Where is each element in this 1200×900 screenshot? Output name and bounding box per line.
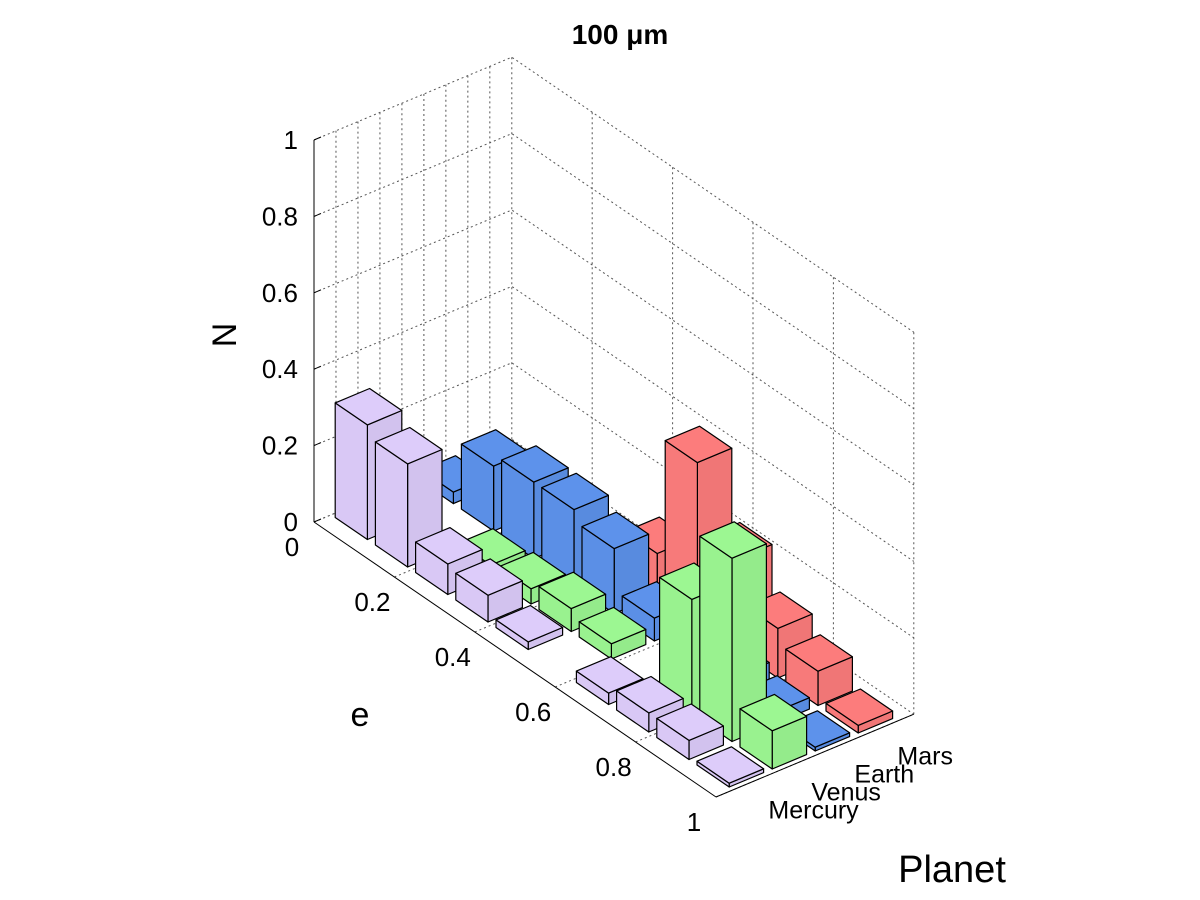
z-tick-label: 0 [284, 507, 298, 537]
e-tick-label: 0.8 [596, 752, 632, 782]
bar-mars-8 [785, 634, 854, 707]
z-tick [313, 365, 322, 370]
bar-mercury-8 [656, 703, 725, 761]
z-tick-label: 0.2 [262, 431, 298, 461]
planet-tick-label: Mars [897, 743, 953, 771]
z-tick [313, 136, 322, 141]
z-tick-label: 0.4 [262, 354, 298, 384]
planet-tick-label: Venus [811, 779, 881, 807]
bar-venus-8 [699, 521, 768, 743]
z-tick [313, 289, 322, 294]
e-axis-label: e [351, 696, 370, 734]
z-tick [313, 442, 322, 447]
z-tick-label: 0.6 [262, 278, 298, 308]
planet-tick-label: Mercury [768, 797, 859, 825]
bar-venus-9 [739, 693, 808, 770]
e-tick-label: 0.4 [435, 642, 471, 672]
planet-axis-line [715, 713, 914, 798]
z-gridline [313, 133, 915, 410]
z-gridline [313, 285, 915, 562]
grid-layer [313, 56, 915, 798]
bar-mars-9 [825, 688, 894, 734]
z-gridline [313, 56, 915, 333]
z-gridline [313, 209, 915, 486]
z-tick [313, 212, 322, 217]
bar-mercury-9 [696, 746, 765, 788]
e-tick-label: 0 [285, 532, 299, 562]
bar-venus-5 [578, 606, 647, 660]
e-tick-label: 0.2 [354, 587, 390, 617]
planet-tick-label: Earth [854, 761, 914, 789]
e-tick-label: 1 [687, 807, 701, 837]
chart-title: 100 μm [572, 19, 669, 50]
bar-mercury-4 [495, 604, 564, 651]
planet-axis-label: Planet [898, 849, 1006, 891]
z-tick-label: 0.8 [262, 201, 298, 231]
bar-mercury-3 [455, 558, 524, 623]
z-tick-label: 1 [284, 125, 298, 155]
e-axis-line [313, 521, 717, 798]
labels-layer: 100 μm N e Planet 0 0.2 0.4 0.6 0.8 1 0 0.2 0.4 0… [206, 19, 1006, 891]
z-axis-label: N [206, 323, 244, 348]
z-tick [313, 518, 322, 523]
bars-layer [334, 387, 894, 788]
e-tick-label: 0.6 [515, 697, 551, 727]
